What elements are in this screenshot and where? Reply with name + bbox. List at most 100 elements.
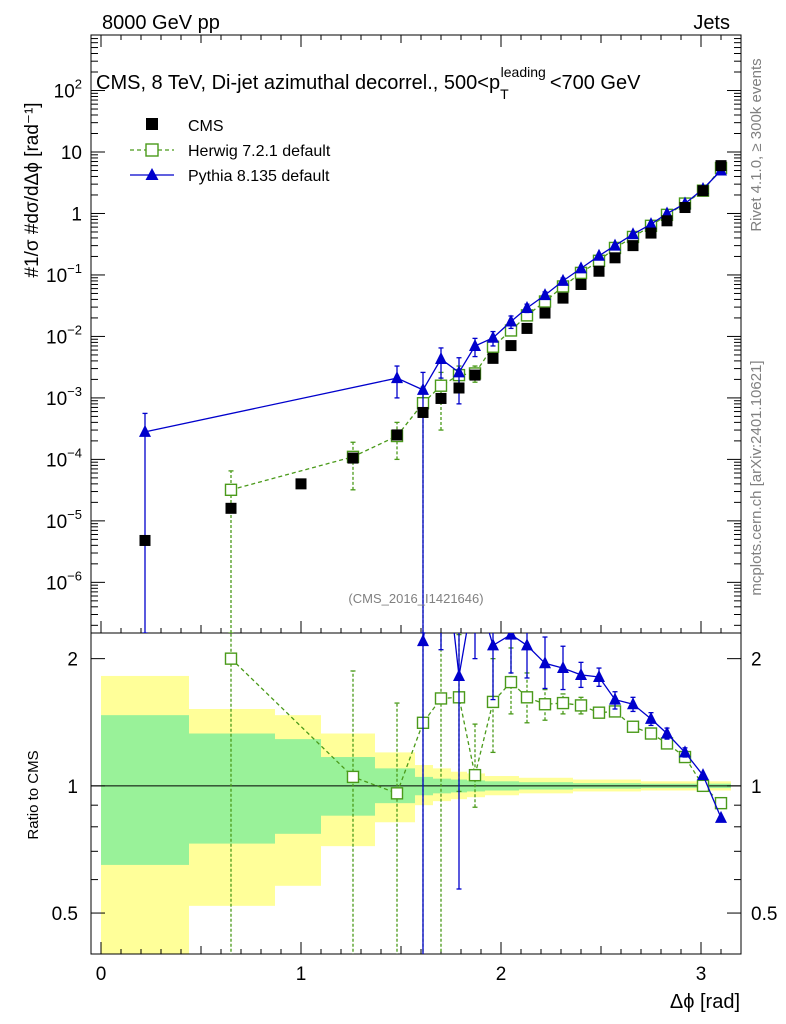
data-point-pythia-8-135-default (627, 697, 639, 710)
data-point-pythia-8-135-default (453, 365, 465, 378)
data-point-cms (435, 392, 447, 404)
y-tick-label-ratio-left: 1 (67, 777, 78, 798)
data-point-pythia-8-135-default (139, 424, 151, 437)
data-point-pythia-8-135-default (505, 633, 517, 640)
data-point-pythia-8-135-default (645, 217, 657, 230)
analysis-id-label: (CMS_2016_I1421646) (348, 591, 483, 606)
data-point-cms (391, 429, 403, 441)
y-tick-label-upper: 10−5 (46, 507, 82, 533)
data-point-cms (139, 534, 151, 546)
data-point-pythia-8-135-default (715, 810, 727, 823)
ratio-band-green (101, 715, 189, 865)
data-point-pythia-8-135-default (505, 314, 517, 327)
data-point-cms (539, 307, 551, 319)
data-point-pythia-8-135-default (557, 273, 569, 286)
y-tick-label-upper: 10−6 (46, 568, 82, 594)
y-tick-label-base: 10 (46, 327, 67, 348)
x-tick-label: 1 (296, 964, 307, 985)
data-point-pythia-8-135-default (453, 668, 465, 681)
y-tick-label-base: 10 (46, 573, 67, 594)
y-tick-label-exponent: 2 (75, 77, 82, 92)
ratio-band-green (321, 757, 375, 816)
y-tick-label-upper: 10−1 (46, 261, 82, 287)
ratio-band-green (275, 739, 321, 834)
data-point-pythia-8-135-default (645, 711, 657, 724)
x-axis-title: Δϕ [rad] (670, 991, 740, 1013)
data-point-pythia-8-135-default (697, 768, 709, 781)
y-tick-label-upper: 10 (61, 143, 82, 164)
data-point-cms (697, 185, 709, 197)
data-point-cms (627, 240, 639, 252)
chart-title: CMS, 8 TeV, Di-jet azimuthal decorrel., … (96, 64, 641, 102)
data-point-pythia-8-135-default (557, 661, 569, 674)
data-point-herwig-7-2-1-default (434, 692, 448, 705)
data-point-herwig-7-2-1-default (504, 675, 518, 689)
data-point-cms (347, 452, 359, 464)
x-tick-label: 3 (696, 964, 707, 985)
data-point-herwig-7-2-1-default (574, 699, 588, 712)
data-point-cms (661, 215, 673, 227)
data-point-pythia-8-135-default (417, 382, 429, 395)
y-tick-label-exponent: −1 (67, 261, 82, 276)
data-point-cms (593, 265, 605, 277)
y-tick-label-exponent: −4 (67, 445, 82, 460)
y-tick-label-exponent: −2 (67, 322, 82, 337)
data-point-pythia-8-135-default (609, 238, 621, 251)
legend-label-herwig: Herwig 7.2.1 default (188, 143, 331, 160)
data-point-cms (453, 382, 465, 394)
data-point-cms (679, 202, 691, 214)
data-point-pythia-8-135-default (435, 351, 447, 364)
data-point-cms (645, 227, 657, 239)
data-point-cms (609, 252, 621, 264)
x-tick-label: 0 (96, 964, 107, 985)
data-point-pythia-8-135-default (417, 634, 429, 647)
header-process-label: Jets (693, 12, 730, 34)
data-point-cms (521, 322, 533, 334)
legend-marker-cms (146, 118, 158, 130)
data-point-pythia-8-135-default (575, 667, 587, 680)
data-point-pythia-8-135-default (521, 301, 533, 314)
chart-title-superscript: leading (501, 64, 546, 80)
series-cms (139, 160, 727, 546)
x-tick-label: 2 (496, 964, 507, 985)
data-point-cms (225, 502, 237, 514)
chart-title-subscript: T (500, 86, 509, 102)
data-point-cms (557, 292, 569, 304)
y-axis-title-ratio: Ratio to CMS (25, 750, 42, 839)
y-tick-label-ratio-right: 1 (751, 777, 762, 798)
data-point-cms (505, 340, 517, 352)
data-point-pythia-8-135-default (679, 745, 691, 758)
data-point-pythia-8-135-default (521, 638, 533, 651)
y-tick-label-base: 10 (54, 82, 75, 103)
data-point-pythia-8-135-default (661, 726, 673, 739)
data-point-herwig-7-2-1-default (390, 787, 404, 800)
y-tick-label-ratio-left: 2 (67, 650, 78, 671)
data-point-pythia-8-135-default (575, 261, 587, 274)
data-point-herwig-7-2-1-default (538, 698, 552, 711)
y-tick-label-ratio-right: 0.5 (751, 904, 777, 925)
legend-label-cms: CMS (188, 118, 224, 135)
ratio-uncertainty-bands (101, 675, 731, 954)
chart-title-tail: <700 GeV (550, 72, 641, 94)
series-line-herwig-7-2-1-default (230, 167, 722, 491)
y-tick-label-upper: 10−4 (46, 445, 82, 471)
data-point-herwig-7-2-1-default (644, 727, 658, 740)
data-point-herwig-7-2-1-default (556, 696, 570, 710)
data-point-cms (575, 278, 587, 290)
y-tick-label-exponent: −5 (67, 507, 82, 522)
y-tick-label-upper: 10−2 (46, 322, 82, 348)
axis-ticks (91, 34, 741, 955)
y-tick-label-upper: 10−3 (46, 384, 82, 410)
data-point-pythia-8-135-default (539, 656, 551, 669)
header-energy-label: 8000 GeV pp (102, 12, 220, 34)
y-tick-label-upper: 1 (71, 204, 82, 225)
data-point-herwig-7-2-1-default (520, 691, 534, 704)
y-tick-label-base: 10 (46, 450, 67, 471)
data-point-herwig-7-2-1-default (696, 779, 710, 793)
ratio-plot-frame (90, 632, 742, 955)
data-point-cms (715, 160, 727, 172)
legend-marker-pythia (145, 168, 159, 180)
data-point-pythia-8-135-default (469, 338, 481, 351)
legend-marker-herwig (145, 143, 159, 157)
